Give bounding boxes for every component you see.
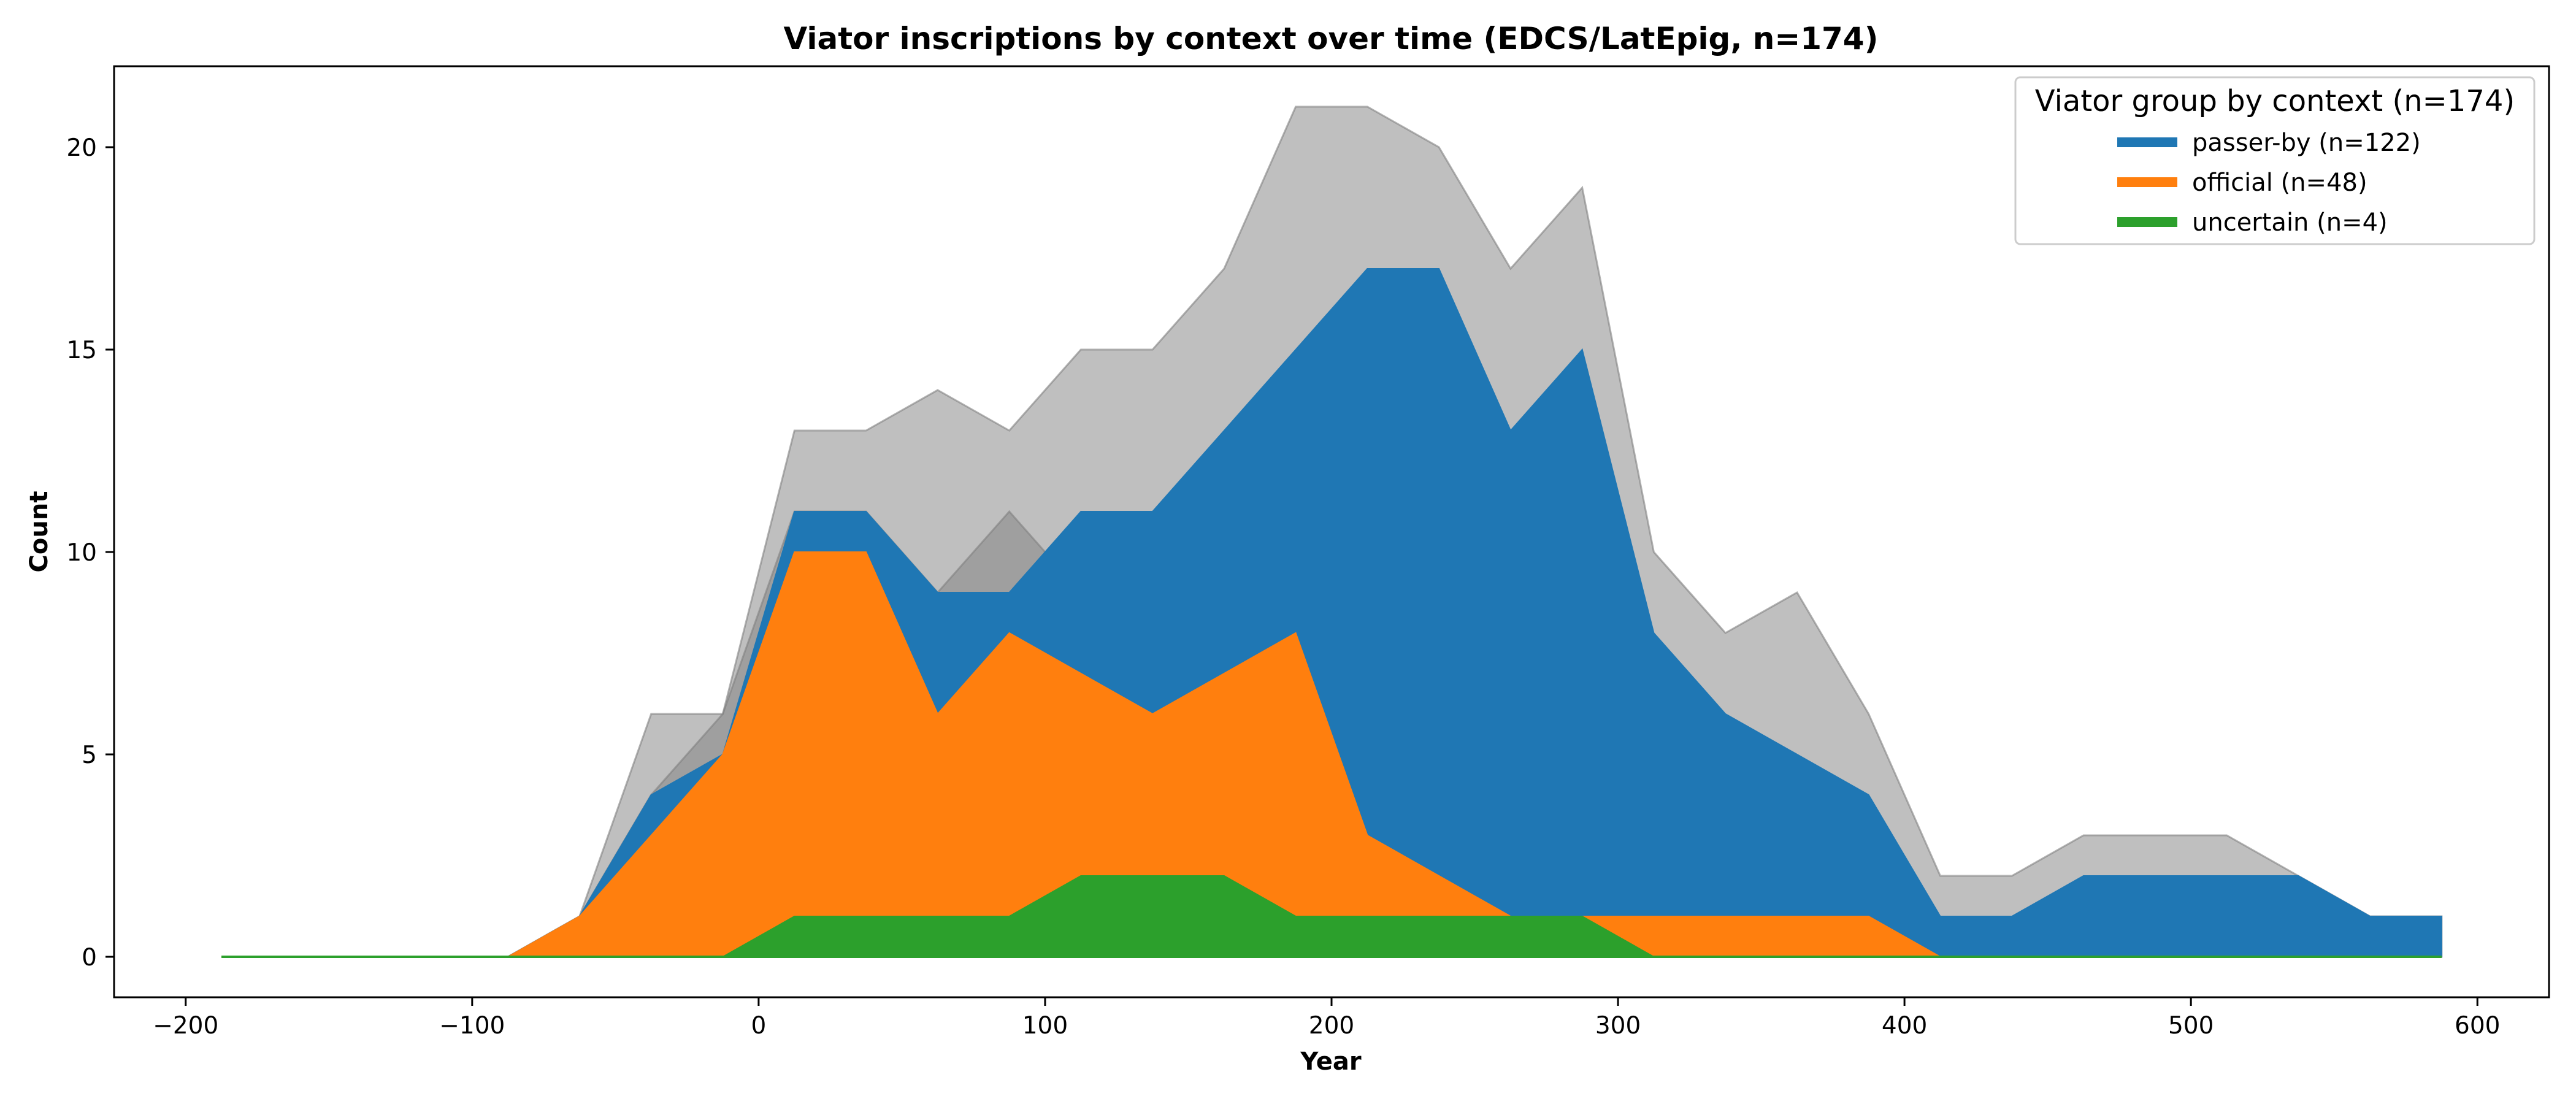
x-tick-label: 100 <box>1022 1012 1068 1040</box>
y-tick-label: 10 <box>66 539 97 567</box>
legend-items: passer-by (n=122) official (n=48) uncertai… <box>2117 129 2421 237</box>
x-tick-label: 0 <box>751 1012 766 1040</box>
x-tick-label: 400 <box>1882 1012 1927 1040</box>
legend-label-3: uncertain (n=4) <box>2192 209 2388 237</box>
x-axis-label: Year <box>1300 1048 1361 1076</box>
y-axis: 0 5 10 15 20 <box>66 134 114 972</box>
y-axis-label: Count <box>25 491 53 573</box>
series-areas <box>221 268 2442 958</box>
x-tick-label: −200 <box>153 1012 218 1040</box>
chart-title: Viator inscriptions by context over time… <box>784 21 1879 56</box>
legend: Viator group by context (n=174) passer-b… <box>2014 76 2536 245</box>
x-tick-label: −100 <box>439 1012 505 1040</box>
legend-box <box>2014 76 2536 245</box>
x-tick-label: 300 <box>1595 1012 1641 1040</box>
x-tick-label: 200 <box>1309 1012 1354 1040</box>
y-tick-label: 20 <box>66 134 97 162</box>
legend-title: Viator group by context (n=174) <box>2035 84 2515 118</box>
legend-label-2: official (n=48) <box>2192 169 2367 197</box>
y-tick-label: 15 <box>66 337 97 364</box>
x-tick-label: 600 <box>2455 1012 2500 1040</box>
x-tick-label: 500 <box>2168 1012 2214 1040</box>
legend-label-1: passer-by (n=122) <box>2192 129 2421 157</box>
y-tick-label: 0 <box>82 944 97 972</box>
y-tick-label: 5 <box>82 742 97 769</box>
x-axis: −200 −100 0 100 200 300 400 500 600 <box>153 997 2500 1040</box>
